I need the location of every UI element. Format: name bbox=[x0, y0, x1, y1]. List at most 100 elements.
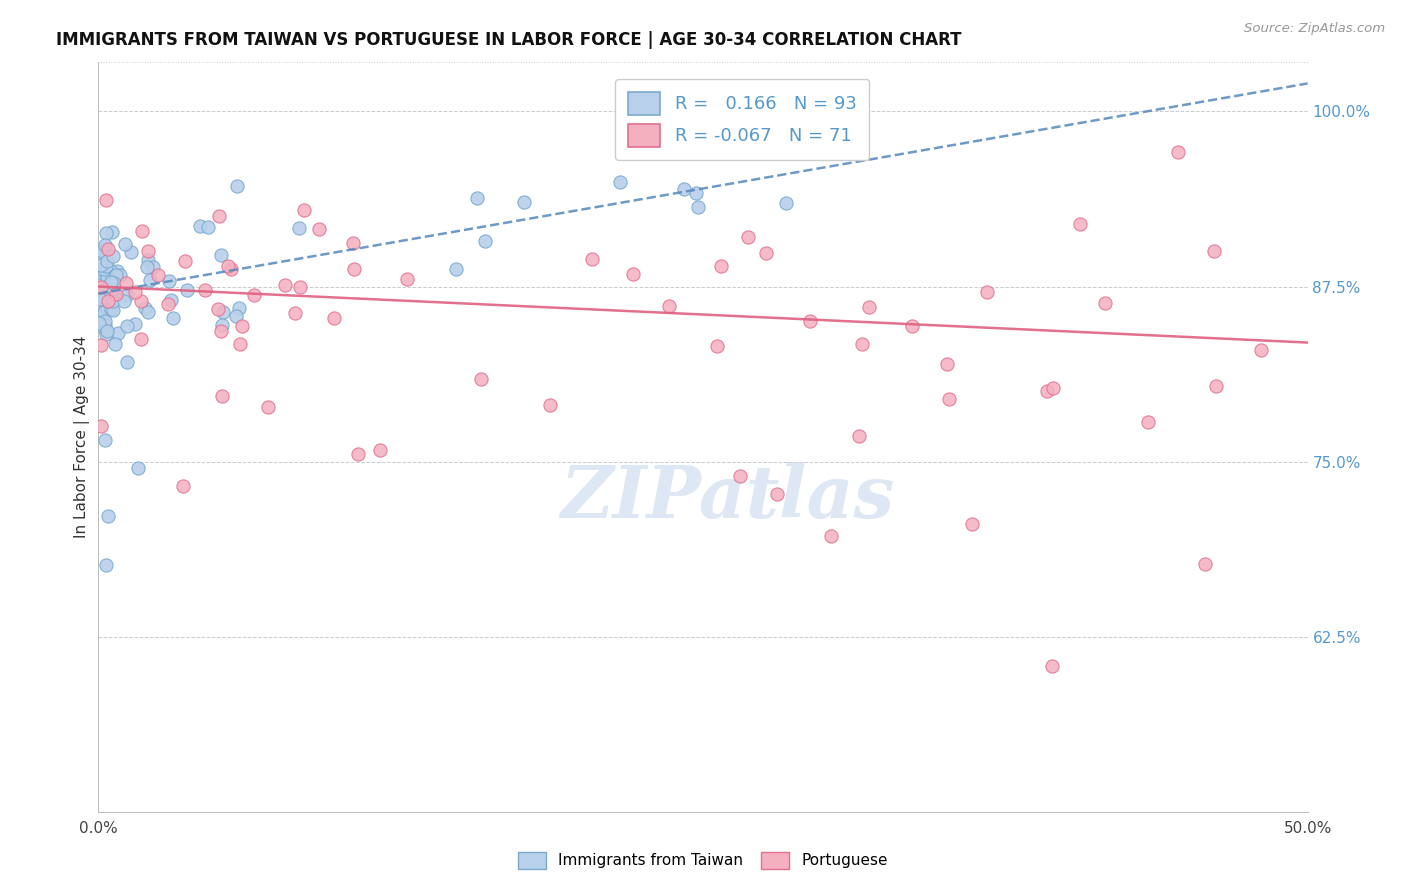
Point bbox=[685, 186, 707, 200]
Point bbox=[1036, 384, 1059, 399]
Point bbox=[93, 304, 115, 318]
Point bbox=[765, 487, 787, 501]
Text: Source: ZipAtlas.com: Source: ZipAtlas.com bbox=[1244, 22, 1385, 36]
Point bbox=[211, 305, 233, 319]
Point bbox=[90, 280, 112, 294]
Point bbox=[89, 280, 111, 294]
Point bbox=[96, 301, 118, 315]
Point bbox=[901, 318, 924, 333]
Point bbox=[90, 310, 112, 324]
Point bbox=[274, 278, 297, 293]
Point bbox=[342, 235, 364, 250]
Point bbox=[207, 209, 229, 223]
Point bbox=[89, 275, 111, 289]
Point bbox=[936, 357, 959, 371]
Point bbox=[512, 195, 534, 210]
Point bbox=[117, 355, 139, 369]
Point bbox=[231, 318, 253, 333]
Point bbox=[1194, 557, 1216, 571]
Y-axis label: In Labor Force | Age 30-34: In Labor Force | Age 30-34 bbox=[75, 335, 90, 539]
Point bbox=[538, 398, 561, 412]
Point bbox=[97, 242, 120, 256]
Point bbox=[94, 314, 117, 328]
Point bbox=[820, 529, 842, 543]
Point bbox=[104, 272, 127, 286]
Point bbox=[94, 558, 117, 572]
Point bbox=[176, 283, 198, 297]
Point bbox=[115, 288, 138, 302]
Point bbox=[101, 249, 124, 263]
Point bbox=[100, 275, 122, 289]
Point bbox=[110, 268, 132, 282]
Point bbox=[209, 248, 232, 262]
Point bbox=[710, 259, 733, 273]
Point bbox=[94, 301, 117, 315]
Point bbox=[93, 260, 115, 275]
Point bbox=[115, 276, 138, 290]
Point bbox=[103, 277, 125, 291]
Point bbox=[136, 252, 159, 267]
Point bbox=[444, 261, 467, 276]
Point bbox=[90, 338, 112, 352]
Point bbox=[103, 287, 125, 301]
Point bbox=[91, 252, 114, 266]
Point bbox=[474, 235, 496, 249]
Point bbox=[146, 268, 169, 282]
Point bbox=[673, 181, 696, 195]
Point bbox=[742, 133, 765, 147]
Point bbox=[90, 258, 112, 272]
Point bbox=[308, 222, 330, 236]
Point bbox=[101, 283, 124, 297]
Point bbox=[257, 400, 280, 414]
Point bbox=[848, 429, 870, 443]
Point bbox=[105, 268, 128, 283]
Point bbox=[1167, 145, 1189, 159]
Point bbox=[93, 291, 115, 305]
Point bbox=[1040, 658, 1063, 673]
Point bbox=[101, 293, 124, 308]
Point bbox=[136, 260, 159, 275]
Point bbox=[101, 225, 124, 239]
Point bbox=[243, 287, 266, 301]
Point bbox=[283, 305, 305, 319]
Point bbox=[671, 145, 693, 160]
Point bbox=[368, 442, 391, 457]
Point bbox=[226, 178, 249, 193]
Point bbox=[100, 301, 122, 316]
Point bbox=[94, 433, 117, 447]
Point bbox=[89, 298, 111, 312]
Point bbox=[172, 479, 194, 493]
Point bbox=[188, 219, 211, 233]
Point bbox=[94, 241, 117, 255]
Point bbox=[292, 202, 315, 217]
Point bbox=[97, 271, 120, 285]
Point bbox=[127, 461, 149, 475]
Text: IMMIGRANTS FROM TAIWAN VS PORTUGUESE IN LABOR FORCE | AGE 30-34 CORRELATION CHAR: IMMIGRANTS FROM TAIWAN VS PORTUGUESE IN … bbox=[56, 31, 962, 49]
Point bbox=[157, 297, 180, 311]
Point bbox=[94, 259, 117, 273]
Point bbox=[1250, 343, 1272, 357]
Point bbox=[107, 326, 129, 340]
Point bbox=[755, 246, 778, 260]
Point bbox=[91, 244, 114, 258]
Point bbox=[174, 253, 197, 268]
Point bbox=[159, 293, 181, 308]
Text: ZIPatlas: ZIPatlas bbox=[560, 461, 894, 533]
Point bbox=[290, 279, 312, 293]
Point bbox=[1136, 415, 1159, 429]
Point bbox=[197, 219, 219, 234]
Point bbox=[962, 517, 984, 532]
Legend: Immigrants from Taiwan, Portuguese: Immigrants from Taiwan, Portuguese bbox=[512, 846, 894, 875]
Point bbox=[1205, 379, 1227, 393]
Point bbox=[228, 337, 250, 351]
Point bbox=[96, 327, 118, 342]
Point bbox=[96, 193, 118, 207]
Point bbox=[114, 236, 136, 251]
Point bbox=[730, 468, 752, 483]
Point bbox=[139, 273, 162, 287]
Point bbox=[938, 392, 960, 406]
Point bbox=[93, 262, 115, 277]
Point bbox=[136, 305, 159, 319]
Point bbox=[621, 267, 644, 281]
Point bbox=[129, 333, 152, 347]
